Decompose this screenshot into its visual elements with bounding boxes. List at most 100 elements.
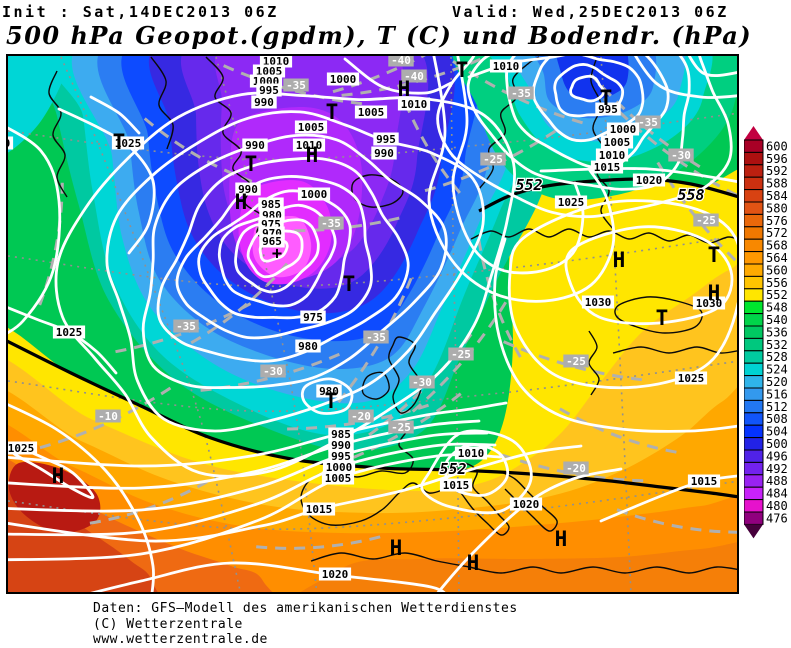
svg-text:1025: 1025 xyxy=(8,442,34,455)
colorbar-step xyxy=(744,264,763,276)
pressure-label: 1015 xyxy=(591,161,623,175)
svg-text:1015: 1015 xyxy=(594,161,621,174)
temperature-label: -40 xyxy=(388,56,413,67)
svg-text:-25: -25 xyxy=(696,214,716,227)
map-layers: -40-40-35-35-35-30-25-25-35-35-30-35-25-… xyxy=(8,56,737,592)
colorbar-step xyxy=(744,276,763,288)
svg-text:990: 990 xyxy=(254,96,274,109)
temperature-label: -25 xyxy=(693,214,718,228)
pressure-center-marker: T xyxy=(245,152,258,176)
colorbar-step xyxy=(744,177,763,189)
colorbar-step xyxy=(744,425,763,437)
svg-text:990: 990 xyxy=(374,147,394,160)
attribution: Daten: GFS—Modell des amerikanischen Wet… xyxy=(93,601,518,648)
colorbar-step xyxy=(744,487,763,499)
colorbar-step xyxy=(744,351,763,363)
colorbar-step xyxy=(744,438,763,450)
pressure-center-marker: T xyxy=(656,306,669,330)
pressure-label: 995 xyxy=(373,133,398,147)
colorbar-arrow-down xyxy=(744,524,763,538)
pressure-label: 1025 xyxy=(53,326,85,340)
pressure-label: 1010 xyxy=(455,447,487,461)
pressure-label: 1005 xyxy=(295,121,327,135)
colorbar-step xyxy=(744,202,763,214)
pressure-label: 1005 xyxy=(355,106,387,120)
svg-text:-35: -35 xyxy=(638,116,658,129)
attribution-source: Daten: GFS—Modell des amerikanischen Wet… xyxy=(93,601,518,617)
temperature-label: -25 xyxy=(448,348,473,362)
svg-text:-20: -20 xyxy=(351,410,371,423)
svg-text:1005: 1005 xyxy=(298,121,325,134)
svg-text:1020: 1020 xyxy=(8,137,10,150)
colorbar-step xyxy=(744,475,763,487)
pressure-center-marker: H xyxy=(52,464,65,488)
pressure-label: 1010 xyxy=(490,60,522,74)
svg-text:1000: 1000 xyxy=(301,188,328,201)
attribution-url: www.wetterzentrale.de xyxy=(93,632,518,648)
colorbar-tick-label: 476 xyxy=(766,511,788,525)
pressure-label: 980 xyxy=(295,340,320,354)
pressure-center-marker: T xyxy=(600,86,613,110)
temperature-label: -25 xyxy=(388,421,413,435)
svg-text:-30: -30 xyxy=(412,376,432,389)
pressure-label: 1015 xyxy=(440,479,472,493)
colorbar-step xyxy=(744,239,763,251)
svg-text:1025: 1025 xyxy=(678,372,705,385)
colorbar-legend: 6005965925885845805765725685645605565525… xyxy=(744,126,791,542)
svg-text:1020: 1020 xyxy=(636,174,663,187)
pressure-label: 1000 xyxy=(327,73,359,87)
pressure-label: 1005 xyxy=(322,472,354,486)
colorbar-step xyxy=(744,326,763,338)
pressure-label: 1030 xyxy=(582,296,614,310)
svg-text:1015: 1015 xyxy=(306,503,333,516)
svg-text:1010: 1010 xyxy=(458,447,485,460)
pressure-label: 1020 xyxy=(633,174,665,188)
svg-text:-25: -25 xyxy=(451,348,471,361)
colorbar-step xyxy=(744,400,763,412)
pressure-label: 1020 xyxy=(8,137,13,151)
pressure-center-marker: H xyxy=(467,551,480,575)
colorbar-step xyxy=(744,165,763,177)
svg-text:1005: 1005 xyxy=(604,136,631,149)
svg-text:1015: 1015 xyxy=(443,479,470,492)
colorbar-step xyxy=(744,314,763,326)
svg-text:-20: -20 xyxy=(566,462,586,475)
temperature-label: -20 xyxy=(563,462,588,476)
pressure-label: 975 xyxy=(300,311,325,325)
svg-text:-35: -35 xyxy=(511,87,531,100)
svg-text:1005: 1005 xyxy=(358,106,385,119)
svg-text:1020: 1020 xyxy=(322,568,349,581)
colorbar-step xyxy=(744,289,763,301)
svg-text:-25: -25 xyxy=(483,153,503,166)
temperature-label: -35 xyxy=(363,331,388,345)
colorbar-step xyxy=(744,152,763,164)
pressure-center-marker: H xyxy=(613,248,626,272)
colorbar-step xyxy=(744,450,763,462)
svg-text:975: 975 xyxy=(303,311,323,324)
height-label: 552 xyxy=(439,460,466,478)
temperature-label: -30 xyxy=(409,376,434,390)
temperature-label: -35 xyxy=(283,79,308,93)
map-frame: -40-40-35-35-35-30-25-25-35-35-30-35-25-… xyxy=(6,54,739,594)
pressure-center-marker: H xyxy=(555,527,568,551)
pressure-label: 1020 xyxy=(510,498,542,512)
svg-text:980: 980 xyxy=(298,340,318,353)
page-title: 500 hPa Geopot.(gpdm), T (C) und Bodendr… xyxy=(6,21,752,50)
svg-text:1015: 1015 xyxy=(691,475,718,488)
pressure-label: 995 xyxy=(256,84,281,98)
pressure-center-marker: T xyxy=(708,243,721,267)
temperature-label: -25 xyxy=(563,355,588,369)
svg-text:1010: 1010 xyxy=(493,60,520,73)
pressure-center-marker: H xyxy=(398,77,411,101)
temperature-label: -35 xyxy=(173,320,198,334)
svg-text:1025: 1025 xyxy=(558,196,585,209)
svg-text:1005: 1005 xyxy=(325,472,352,485)
pressure-center-marker: T xyxy=(325,389,338,413)
temperature-label: -35 xyxy=(635,116,660,130)
temperature-label: -30 xyxy=(668,149,693,163)
colorbar-step xyxy=(744,462,763,474)
pressure-center-marker: T xyxy=(113,130,126,154)
pressure-label: 1015 xyxy=(303,503,335,517)
pressure-label: 990 xyxy=(242,139,267,153)
pressure-label: 1025 xyxy=(8,442,37,456)
